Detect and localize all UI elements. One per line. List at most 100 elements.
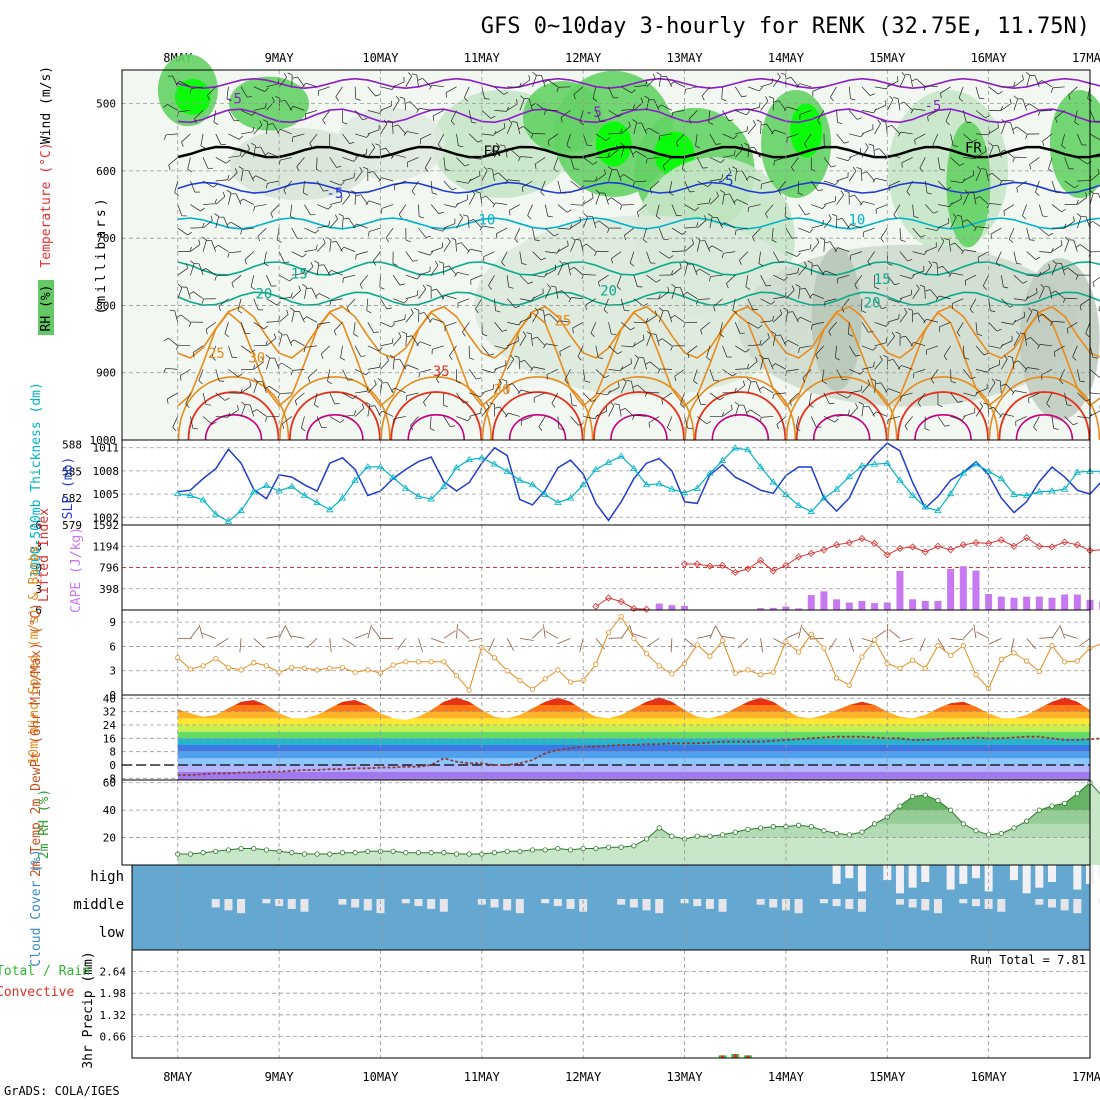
wind-barb [745,275,749,288]
wind-barb-flag [906,191,911,196]
wind-barb-flag [734,150,736,156]
wind-barb [372,171,381,182]
wind-barb [253,381,258,394]
wind-barb [1029,157,1040,165]
wind-barb [213,110,217,123]
wind-barb-flag [226,221,231,226]
wind-barb [367,110,380,114]
rh-shading [228,76,309,131]
wind-barb-flag [505,412,509,418]
wind-barb [291,227,298,239]
wind-barb-flag [719,333,724,338]
cloud-mid-gap [224,899,233,911]
cloud-mid-gap [579,899,588,912]
cloud-mid-gap [895,899,904,905]
wind-barb [393,298,405,304]
wind-barb [787,133,799,138]
wind-barb [634,180,647,183]
wind-barb [295,392,305,401]
wind-barb-flag [1016,331,1020,336]
rh2m-point [225,847,232,853]
wind-barb-flag [1012,157,1015,163]
wind-barb [253,298,259,310]
wind-barb-flag [900,335,906,338]
wind-barb [936,263,939,276]
wind-barb [547,133,559,142]
cape-ytick: 796 [99,562,119,575]
thickness-point [338,494,347,501]
bottom-date-label: 13MAY [666,1070,703,1084]
wind-barb [709,178,722,182]
wind10m-barb [737,638,749,649]
wind-barb [579,239,584,252]
wind-barb [608,132,621,135]
wind-barb-flag [186,263,188,269]
wind10m-barb [239,638,242,653]
wind-barb [979,196,989,205]
wind-barb-flag [811,324,813,330]
cloud-mid-gap [287,899,296,909]
wind-barb [416,74,419,87]
wind-barb-flag [371,143,375,148]
wind10m-barb [253,638,265,648]
slp-ytick: 1005 [93,488,120,501]
wind-barb [989,203,1002,205]
wind10m-barb [488,638,495,652]
wind-barb [667,310,673,323]
panel-frame [131,949,1091,1059]
wind-barb-flag [261,357,264,363]
wind10m-barb [266,635,281,639]
wind-barb-flag [532,71,537,76]
wind-barb [861,147,869,158]
thickness-point [883,459,891,466]
wind-barb [836,133,845,144]
wind-barb-flag [412,259,418,262]
wind-barb-flag [410,425,414,430]
wind10m-point [555,667,561,673]
wind-barb [885,121,888,134]
wind-barb [620,322,631,331]
wind-barb [874,298,882,309]
wind-barb-flag [568,297,572,303]
rh2m-point [745,826,751,832]
wind-barb-flag [303,268,306,274]
wind-barb-flag [868,143,874,146]
precip-legend-total: Total / Rain [0,964,90,979]
wind-barb-flag [372,260,376,266]
wind-barb-flag [732,372,737,377]
cloud-mid-gap [1035,899,1044,905]
isotherm-line [177,77,1100,90]
wind-barb [240,405,246,417]
wind-barb [1048,157,1053,170]
wind-barb-flag [800,287,806,290]
wind-barb [802,369,812,379]
wind-barb [642,227,647,240]
wind-barb-flag [789,400,792,406]
wind-barb [608,345,618,355]
rh2m-point [998,830,1004,837]
wind-barb [988,382,996,394]
wind-barb [506,298,516,308]
wind-barb [456,199,468,205]
wind-barb [762,386,774,394]
wind-barb [462,322,470,333]
wind-barb [406,392,419,396]
wind-barb-flag [835,357,840,361]
wind-barb [736,199,749,205]
wind10m-point [770,669,776,675]
wind-barb-flag [578,423,584,426]
li-point [947,546,955,554]
wind-barb [335,86,343,97]
wind-barb [506,103,518,111]
thickness-point [1010,490,1018,497]
wind-barb-flag [824,241,830,244]
wind-barb [892,359,901,370]
wind-barb [268,385,280,394]
thickness-point [896,476,904,483]
thickness-point [566,494,575,501]
wind-barb-flag [503,122,506,128]
wind-barb [682,157,685,170]
wind-barb-flag [241,401,246,406]
wind-barb [419,369,432,373]
